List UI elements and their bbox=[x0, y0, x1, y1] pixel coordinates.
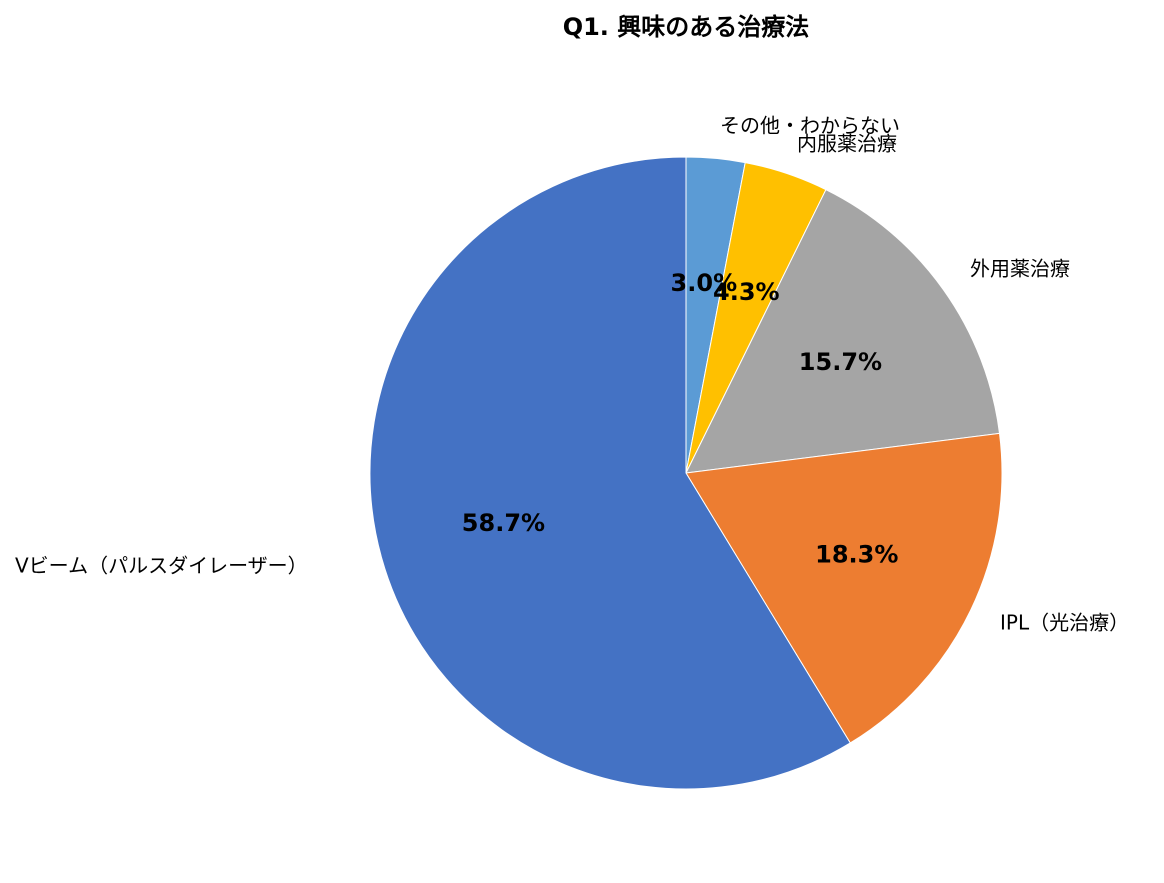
value-label: 58.7% bbox=[462, 509, 545, 537]
value-label: 4.3% bbox=[713, 278, 780, 306]
value-label: 18.3% bbox=[815, 540, 898, 568]
pie-slice bbox=[369, 156, 851, 790]
value-label: 3.0% bbox=[671, 269, 738, 297]
category-label: 内服薬治療 bbox=[797, 132, 897, 156]
category-label: 外用薬治療 bbox=[970, 257, 1070, 281]
pie-slice bbox=[685, 188, 1001, 474]
category-label: その他・わからない bbox=[720, 114, 900, 138]
category-label: IPL（光治療） bbox=[1000, 611, 1129, 635]
category-label: Vビーム（パルスダイレーザー） bbox=[15, 554, 308, 578]
pie-slice bbox=[685, 432, 1003, 744]
chart-title: Q1. 興味のある治療法 bbox=[563, 13, 810, 41]
value-label: 15.7% bbox=[799, 348, 882, 376]
